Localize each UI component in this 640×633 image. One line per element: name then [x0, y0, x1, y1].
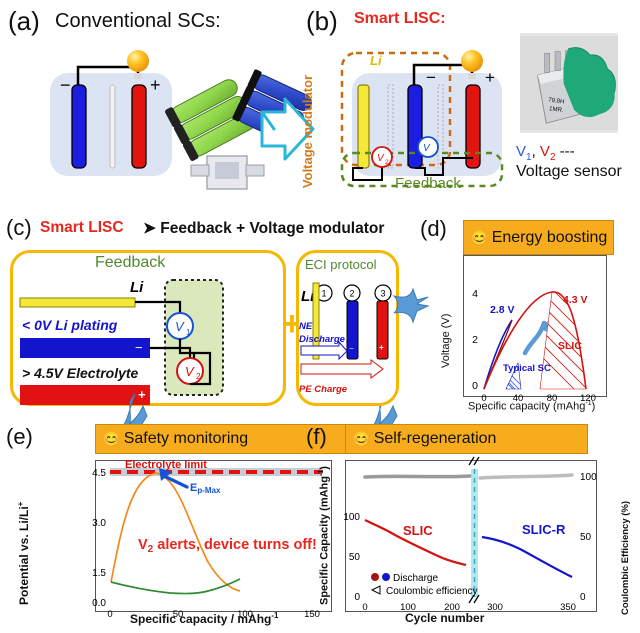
svg-text:0: 0 [472, 380, 478, 392]
svg-text:350: 350 [560, 602, 576, 613]
svg-text:4: 4 [472, 288, 478, 300]
svg-text:100: 100 [343, 512, 360, 523]
svg-text:4.3 V: 4.3 V [563, 294, 588, 306]
svg-text:4.5: 4.5 [92, 468, 106, 479]
svg-text:150: 150 [304, 609, 320, 620]
svg-text:Ep-Max: Ep-Max [190, 482, 221, 495]
svg-text:< 0V Li plating: < 0V Li plating [22, 317, 118, 333]
svg-text:2: 2 [196, 372, 201, 381]
svg-text:V2 alerts, device turns off!: V2 alerts, device turns off! [138, 537, 317, 555]
svg-text:0: 0 [354, 592, 360, 603]
svg-text:1.5: 1.5 [92, 568, 106, 579]
svg-text:2: 2 [472, 334, 478, 346]
svg-text:1: 1 [321, 289, 326, 299]
svg-text:> 4.5V Electrolyte: > 4.5V Electrolyte [22, 365, 139, 381]
svg-text:Discharge: Discharge [393, 573, 438, 584]
svg-text:SLIC: SLIC [403, 523, 433, 538]
svg-text:0: 0 [580, 592, 586, 603]
svg-text:Coulombic efficiency: Coulombic efficiency [386, 586, 478, 597]
svg-text:NE: NE [299, 321, 313, 332]
svg-text:Typical SC: Typical SC [503, 363, 551, 374]
svg-text:50: 50 [349, 552, 361, 563]
svg-text:+: + [379, 343, 384, 352]
svg-text:2.8 V: 2.8 V [490, 304, 515, 316]
svg-text:0: 0 [362, 602, 367, 613]
svg-text:−: − [60, 75, 71, 95]
svg-text:+: + [150, 75, 161, 95]
svg-text:SLIC-R: SLIC-R [522, 522, 566, 537]
svg-text:Li: Li [370, 53, 382, 68]
svg-text:2: 2 [385, 159, 389, 166]
svg-text:100: 100 [580, 472, 597, 483]
svg-text:Li: Li [130, 279, 144, 296]
svg-text:2: 2 [349, 289, 354, 299]
svg-text:50: 50 [580, 532, 592, 543]
svg-text:−: − [426, 68, 436, 87]
svg-text:+: + [485, 68, 495, 87]
svg-text:300: 300 [487, 602, 503, 613]
svg-text:3: 3 [380, 289, 385, 299]
svg-text:3.0: 3.0 [92, 518, 106, 529]
svg-text:−: − [135, 340, 143, 355]
svg-text:Electrolyte limit: Electrolyte limit [125, 459, 207, 471]
svg-text:V: V [175, 319, 185, 334]
svg-text:PE Charge: PE Charge [299, 384, 348, 395]
svg-text:1: 1 [186, 328, 191, 337]
svg-text:V: V [185, 364, 195, 379]
svg-text:SLIC: SLIC [558, 340, 582, 352]
svg-text:0.0: 0.0 [92, 598, 106, 609]
svg-text:−: − [349, 344, 354, 353]
svg-text:0: 0 [107, 609, 112, 620]
